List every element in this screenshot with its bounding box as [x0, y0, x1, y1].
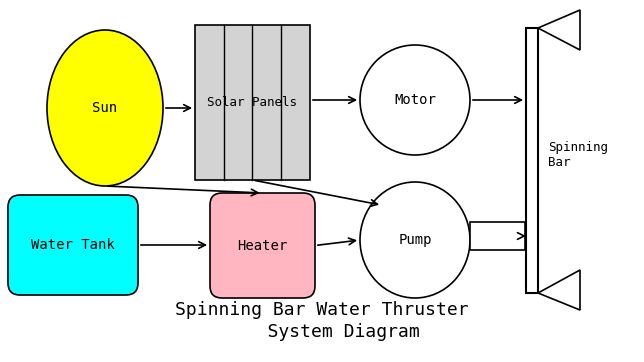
Polygon shape [538, 270, 580, 310]
Bar [526, 28, 538, 293]
FancyBboxPatch shape [210, 193, 315, 298]
Polygon shape [538, 10, 580, 50]
Text: Motor: Motor [394, 93, 436, 107]
Bar [470, 222, 525, 250]
Text: Sun: Sun [93, 101, 118, 115]
Text: Solar Panels: Solar Panels [207, 96, 298, 109]
Text: Water Tank: Water Tank [31, 238, 115, 252]
Text: Heater: Heater [238, 239, 288, 253]
Text: Pump: Pump [398, 233, 431, 247]
Bar [195, 25, 310, 180]
Ellipse shape [360, 45, 470, 155]
Text: Spinning
Bar: Spinning Bar [548, 141, 608, 169]
Ellipse shape [47, 30, 163, 186]
FancyBboxPatch shape [8, 195, 138, 295]
Text: Spinning Bar Water Thruster: Spinning Bar Water Thruster [175, 301, 469, 319]
Ellipse shape [360, 182, 470, 298]
Text: System Diagram: System Diagram [224, 323, 420, 341]
